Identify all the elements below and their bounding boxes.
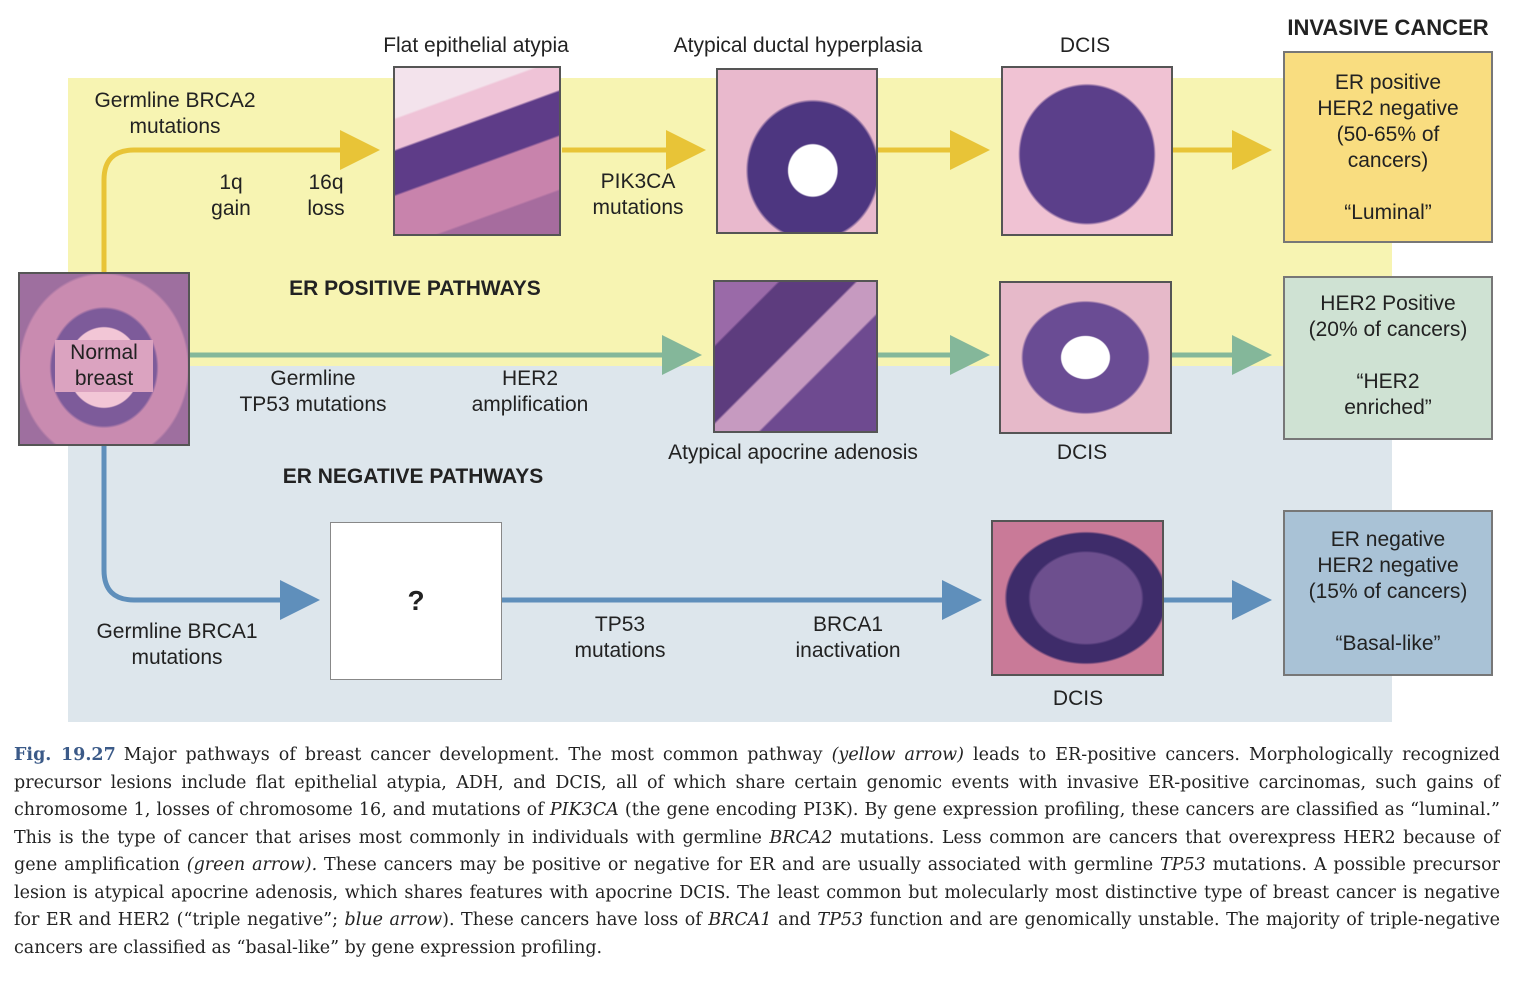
luminal-line-3: (50-65% of — [1336, 123, 1440, 146]
normal-breast-label: Normal breast — [55, 340, 153, 392]
luminal-subtype: “Luminal” — [1344, 201, 1432, 224]
basal-line-2: HER2 negative — [1317, 554, 1459, 577]
figure-caption: Fig. 19.27 Major pathways of breast cance… — [14, 745, 1501, 958]
adh-label: Atypical ductal hyperplasia — [673, 34, 923, 57]
dcis-luminal-label: DCIS — [1059, 34, 1111, 57]
invasive-cancer-heading: INVASIVE CANCER — [1287, 15, 1489, 40]
basal-line-3: (15% of cancers) — [1308, 580, 1468, 603]
atypical-apocrine-adenosis-label: Atypical apocrine adenosis — [668, 441, 918, 464]
figure-number: Fig. 19.27 — [14, 745, 116, 765]
basal-subtype: “Basal-like” — [1335, 632, 1441, 655]
her2-subtype: “HER2 enriched” — [1344, 370, 1432, 419]
unknown-precursor-label: ? — [407, 585, 425, 616]
her2-outcome-box: HER2 Positive (20% of cancers) “HER2 enr… — [1283, 276, 1493, 440]
luminal-line-4: cancers) — [1347, 149, 1429, 172]
luminal-line-2: HER2 negative — [1317, 97, 1459, 120]
gain-1q-label: 1q gain — [211, 171, 251, 220]
luminal-line-1: ER positive — [1334, 71, 1442, 94]
unknown-precursor-box — [330, 522, 502, 680]
her2-line-2: (20% of cancers) — [1308, 318, 1468, 341]
pathway-arrows — [101, 130, 1272, 620]
brca1-inactivation-label: BRCA1 inactivation — [795, 613, 901, 662]
er-negative-title: ER NEGATIVE PATHWAYS — [282, 465, 544, 488]
pik3ca-label: PIK3CA mutations — [592, 170, 684, 219]
dcis-luminal-micrograph — [1001, 66, 1173, 236]
loss-16q-label: 16q loss — [307, 171, 345, 220]
yellow-arrow — [101, 130, 1272, 272]
basal-outcome-box: ER negative HER2 negative (15% of cancer… — [1283, 510, 1493, 676]
germline-brca2-label: Germline BRCA2 mutations — [94, 89, 256, 138]
flat-epithelial-atypia-micrograph — [393, 66, 561, 236]
atypical-apocrine-adenosis-micrograph — [713, 280, 878, 433]
dcis-basal-micrograph — [991, 520, 1164, 676]
blue-arrow — [101, 446, 1272, 620]
adh-micrograph — [716, 68, 878, 234]
er-positive-title: ER POSITIVE PATHWAYS — [289, 277, 541, 300]
dcis-her2-label: DCIS — [1056, 441, 1108, 464]
dcis-her2-micrograph — [999, 281, 1172, 434]
her2-amplification-label: HER2 amplification — [471, 367, 589, 416]
germline-brca1-label: Germline BRCA1 mutations — [96, 620, 258, 669]
her2-line-1: HER2 Positive — [1320, 292, 1456, 315]
luminal-outcome-box: ER positive HER2 negative (50-65% of can… — [1283, 51, 1493, 243]
flat-epithelial-atypia-label: Flat epithelial atypia — [383, 34, 569, 57]
tp53-mutations-label: TP53 mutations — [574, 613, 666, 662]
basal-line-1: ER negative — [1330, 528, 1446, 551]
germline-tp53-label: Germline TP53 mutations — [239, 367, 387, 416]
dcis-basal-label: DCIS — [1052, 687, 1104, 710]
